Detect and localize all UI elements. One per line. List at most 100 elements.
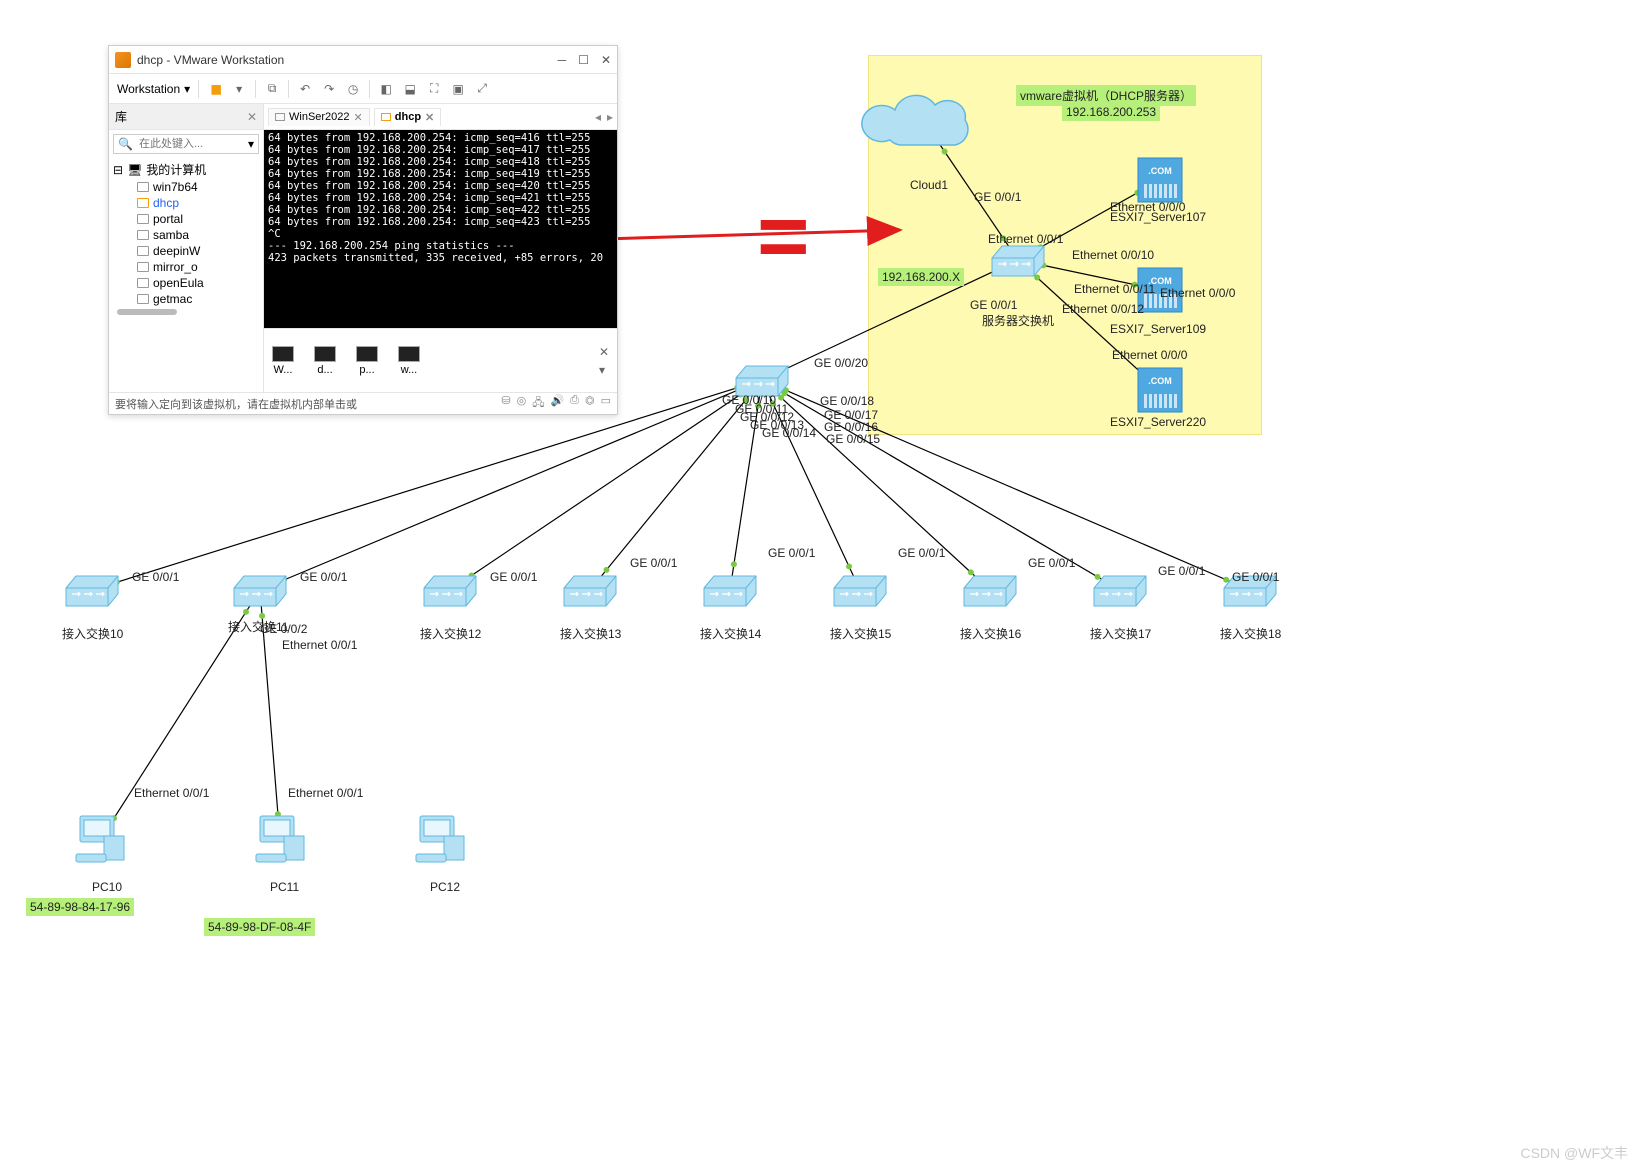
thumbnail[interactable]: W...: [272, 346, 294, 376]
vm-icon: [275, 113, 285, 121]
thumbnail-label: W...: [274, 364, 293, 376]
close-pane-icon[interactable]: ✕: [247, 110, 257, 124]
tree-item-label: portal: [153, 212, 183, 226]
topology-label: 接入交换10: [62, 625, 123, 642]
tree-item-label: getmac: [153, 292, 192, 306]
collapse-icon[interactable]: ⊟: [113, 163, 123, 177]
topology-label: GE 0/0/20: [814, 356, 868, 370]
search-input[interactable]: [137, 137, 244, 151]
printer-icon[interactable]: ⎙: [570, 394, 579, 413]
toolbar: Workstation ▾ ▮▮ ▾ ⧉ ↶ ↷ ◷ ◧ ⬓ ⛶ ▣ ⤢: [109, 74, 617, 104]
topology-label: 192.168.200.253: [1062, 103, 1160, 121]
tree-item-openEula[interactable]: openEula: [113, 275, 259, 291]
clock-fwd-icon[interactable]: ↷: [321, 81, 337, 97]
thumbnail[interactable]: d...: [314, 346, 336, 376]
chevron-down-icon[interactable]: ▾: [248, 137, 254, 151]
vm-tree[interactable]: ⊟ 🖥 我的计算机 win7b64dhcpportal samba deepinWm…: [109, 158, 263, 392]
thumbnail-label: d...: [317, 364, 332, 376]
net-icon[interactable]: 🖧: [532, 394, 544, 413]
fit-icon[interactable]: ⛶: [426, 81, 442, 97]
fullscreen-icon[interactable]: ⤢: [474, 81, 490, 97]
topology-label: 接入交换16: [960, 625, 1021, 642]
tab-prev-icon[interactable]: ◂: [595, 110, 601, 124]
tree-item-deepinW[interactable]: deepinW: [113, 243, 259, 259]
topology-label: Ethernet 0/0/0: [1110, 200, 1185, 214]
topology-label: GE 0/0/1: [630, 556, 677, 570]
display-icon[interactable]: ▭: [601, 394, 611, 413]
vm-icon: [137, 214, 149, 224]
window-title: dhcp - VMware Workstation: [137, 53, 552, 67]
unity-icon[interactable]: ▣: [450, 81, 466, 97]
topology-label: PC10: [92, 880, 122, 894]
workstation-menu[interactable]: Workstation ▾: [117, 82, 190, 96]
clock-back-icon[interactable]: ↶: [297, 81, 313, 97]
disk-icon[interactable]: ⛁: [501, 394, 510, 413]
topology-label: Ethernet 0/0/1: [282, 638, 357, 652]
tab-label: WinSer2022: [289, 111, 350, 123]
topology-label: GE 0/0/14: [762, 426, 816, 440]
clock-icon[interactable]: ◷: [345, 81, 361, 97]
topology-label: GE 0/0/1: [970, 298, 1017, 312]
vm-icon: [137, 246, 149, 256]
terminal-output[interactable]: 64 bytes from 192.168.200.254: icmp_seq=…: [264, 130, 617, 328]
vm-icon: [137, 294, 149, 304]
thumbs-close-icon[interactable]: ✕: [599, 345, 609, 359]
close-tab-icon[interactable]: ✕: [425, 111, 434, 124]
tab-next-icon[interactable]: ▸: [607, 110, 613, 124]
thumbnail[interactable]: p...: [356, 346, 378, 376]
sound-icon[interactable]: 🔊: [550, 394, 564, 413]
topology-label: PC11: [270, 880, 299, 894]
topology-label: Cloud1: [910, 178, 948, 192]
layout-bottom-icon[interactable]: ⬓: [402, 81, 418, 97]
topology-label: Ethernet 0/0/0: [1160, 286, 1235, 300]
vm-icon: [137, 278, 149, 288]
topology-label: GE 0/0/1: [490, 570, 537, 584]
tree-item-portal[interactable]: portal: [113, 211, 259, 227]
close-tab-icon[interactable]: ✕: [354, 111, 363, 124]
layout-left-icon[interactable]: ◧: [378, 81, 394, 97]
topology-label: 54-89-98-DF-08-4F: [204, 918, 315, 936]
vm-icon: [381, 113, 391, 121]
tree-item-getmac[interactable]: getmac: [113, 291, 259, 307]
vm-icon: [137, 198, 149, 208]
topology-label: Ethernet 0/0/1: [134, 786, 209, 800]
topology-label: GE 0/0/1: [300, 570, 347, 584]
tab-dhcp[interactable]: dhcp✕: [374, 108, 442, 126]
tree-item-win7b64[interactable]: win7b64: [113, 179, 259, 195]
maximize-button[interactable]: ☐: [578, 53, 589, 67]
topology-label: GE 0/0/15: [826, 432, 880, 446]
watermark: CSDN @WF文丰: [1520, 1143, 1628, 1163]
topology-label: 接入交换14: [700, 625, 761, 642]
scrollbar-thumb[interactable]: [117, 309, 177, 315]
thumbs-menu-icon[interactable]: ▾: [599, 363, 609, 377]
close-button[interactable]: ✕: [601, 53, 611, 67]
tree-item-label: samba: [153, 228, 189, 242]
library-pane: 库 ✕ 🔍 ▾ ⊟ 🖥 我的计算机 win7b64dhcpportalsamba…: [109, 104, 264, 392]
library-search[interactable]: 🔍 ▾: [113, 134, 259, 154]
tree-item-dhcp[interactable]: dhcp: [113, 195, 259, 211]
topology-label: 接入交换13: [560, 625, 621, 642]
tree-root[interactable]: ⊟ 🖥 我的计算机: [113, 160, 259, 179]
tree-item-mirror_o[interactable]: mirror_o: [113, 259, 259, 275]
cd-icon[interactable]: ◎: [517, 394, 527, 413]
window-titlebar[interactable]: dhcp - VMware Workstation ─ ☐ ✕: [109, 46, 617, 74]
topology-label: Ethernet 0/0/12: [1062, 302, 1144, 316]
usb-icon[interactable]: ⏣: [585, 394, 595, 413]
svg-text:.COM: .COM: [1148, 376, 1172, 386]
snapshot-icon[interactable]: ⧉: [264, 81, 280, 97]
tree-item-label: win7b64: [153, 180, 198, 194]
tree-item-samba[interactable]: samba: [113, 227, 259, 243]
minimize-button[interactable]: ─: [558, 53, 567, 67]
topology-label: 接入交换15: [830, 625, 891, 642]
thumbnail-bar: W... d... p... w... ✕ ▾: [264, 328, 617, 392]
topology-label: PC12: [430, 880, 460, 894]
dropdown-icon[interactable]: ▾: [231, 81, 247, 97]
topology-label: GE 0/0/2: [260, 622, 307, 636]
thumbnail[interactable]: w...: [398, 346, 420, 376]
pause-icon[interactable]: ▮▮: [207, 81, 223, 97]
status-text: 要将输入定向到该虚拟机，请在虚拟机内部单击或: [115, 396, 357, 412]
vm-icon: [137, 262, 149, 272]
tab-WinSer2022[interactable]: WinSer2022 ✕: [268, 108, 370, 126]
topology-label: GE 0/0/1: [898, 546, 945, 560]
tree-item-label: deepinW: [153, 244, 200, 258]
